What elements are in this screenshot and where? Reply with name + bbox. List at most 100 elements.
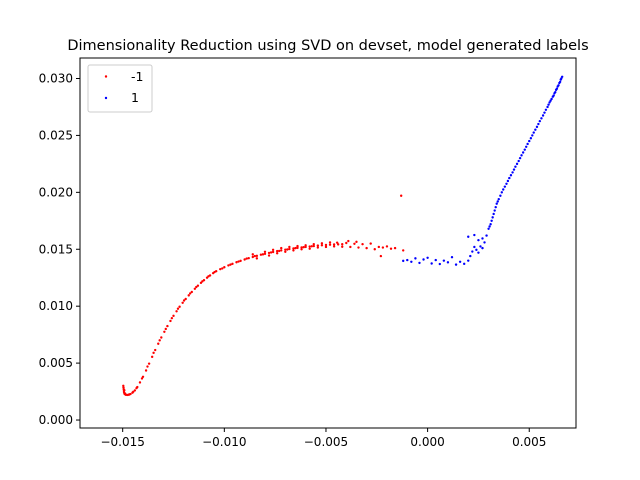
data-point-series-2 [496, 200, 499, 203]
data-point-series-1 [324, 243, 328, 247]
data-point-series-1 [223, 266, 226, 269]
data-point-series-2 [546, 105, 549, 109]
data-point-series-2 [488, 225, 491, 228]
data-point-series-2 [560, 75, 564, 78]
data-point-series-1 [332, 245, 336, 248]
data-point-series-1 [123, 392, 127, 395]
data-point-series-2 [438, 262, 441, 266]
data-point-series-2 [544, 108, 548, 112]
data-point-series-2 [532, 131, 535, 134]
data-point-series-2 [554, 88, 558, 92]
data-point-series-1 [267, 251, 271, 255]
data-point-series-2 [517, 159, 520, 163]
points-layer [122, 75, 564, 397]
data-point-series-1 [123, 389, 126, 392]
data-point-series-2 [422, 258, 425, 261]
y-axis: 0.000 0.005 0.010 0.015 0.020 0.025 0.030 [39, 71, 80, 427]
data-point-series-1 [365, 246, 368, 250]
data-point-series-2 [473, 233, 476, 237]
data-point-series-1 [255, 254, 259, 258]
data-point-series-1 [399, 194, 403, 197]
data-point-series-1 [152, 351, 155, 355]
data-point-series-2 [525, 145, 528, 148]
data-point-series-2 [521, 151, 525, 154]
x-tick-label: −0.015 [100, 435, 144, 449]
data-point-series-1 [271, 248, 275, 252]
data-point-series-2 [481, 246, 484, 250]
data-point-series-1 [353, 242, 356, 245]
data-point-series-1 [402, 249, 405, 252]
y-tick-label: 0.025 [39, 128, 73, 142]
data-point-series-2 [458, 260, 462, 263]
data-point-series-1 [199, 281, 203, 285]
data-point-series-1 [312, 244, 315, 248]
data-point-series-2 [490, 219, 493, 222]
data-point-series-1 [188, 292, 192, 295]
data-point-series-2 [541, 114, 545, 117]
data-point-series-1 [292, 247, 295, 250]
data-point-series-1 [127, 393, 131, 396]
data-point-series-1 [150, 355, 154, 359]
data-point-series-2 [491, 216, 494, 219]
data-point-series-2 [515, 162, 519, 166]
data-point-series-2 [502, 188, 505, 191]
data-point-series-1 [157, 342, 160, 345]
data-point-series-2 [526, 142, 529, 146]
data-point-series-2 [511, 171, 514, 174]
data-point-series-1 [393, 246, 397, 250]
plot-frame [79, 57, 577, 429]
data-point-series-1 [229, 263, 232, 266]
data-point-series-1 [300, 248, 303, 251]
data-point-series-2 [467, 259, 470, 262]
data-point-series-1 [316, 246, 320, 249]
data-point-series-1 [235, 261, 238, 264]
data-point-series-1 [251, 253, 254, 256]
data-point-series-1 [243, 258, 246, 261]
chart-title: Dimensionality Reduction using SVD on de… [67, 38, 588, 54]
data-point-series-1 [310, 245, 313, 248]
data-point-series-2 [540, 117, 543, 120]
data-point-series-2 [508, 176, 511, 180]
data-point-series-1 [275, 252, 279, 255]
data-point-series-2 [495, 202, 498, 205]
data-point-series-2 [535, 125, 539, 129]
legend-marker-series-1 [104, 75, 108, 78]
data-point-series-1 [201, 280, 204, 283]
data-point-series-1 [132, 390, 135, 393]
data-point-series-1 [196, 284, 200, 287]
data-point-series-2 [531, 134, 534, 137]
data-point-series-1 [296, 246, 299, 250]
data-point-series-1 [170, 316, 174, 320]
data-point-series-1 [302, 246, 305, 249]
data-point-series-2 [494, 205, 497, 209]
data-point-series-1 [269, 251, 273, 254]
data-point-series-1 [190, 290, 193, 294]
data-point-series-1 [267, 254, 271, 257]
data-point-series-2 [506, 179, 510, 183]
x-tick-label: 0.005 [512, 435, 546, 449]
data-point-series-2 [558, 81, 561, 85]
data-point-series-2 [553, 92, 556, 95]
data-point-series-1 [160, 336, 163, 339]
data-point-series-1 [308, 247, 311, 250]
data-point-series-1 [158, 339, 161, 342]
data-point-series-2 [549, 99, 552, 102]
data-point-series-1 [361, 242, 364, 246]
data-point-series-2 [477, 238, 480, 242]
y-tick-label: 0.020 [39, 185, 73, 199]
data-point-series-2 [442, 259, 446, 262]
data-point-series-1 [284, 250, 287, 253]
data-point-series-1 [221, 267, 224, 270]
data-point-series-1 [320, 242, 324, 245]
data-point-series-1 [227, 264, 230, 267]
data-point-series-1 [332, 243, 336, 246]
data-point-series-1 [294, 246, 297, 250]
data-point-series-2 [406, 258, 409, 262]
data-point-series-1 [328, 243, 332, 246]
data-point-series-2 [537, 122, 540, 126]
data-point-series-2 [487, 227, 490, 230]
data-point-series-2 [528, 139, 531, 143]
data-point-series-1 [164, 327, 167, 331]
data-point-series-2 [473, 245, 476, 249]
